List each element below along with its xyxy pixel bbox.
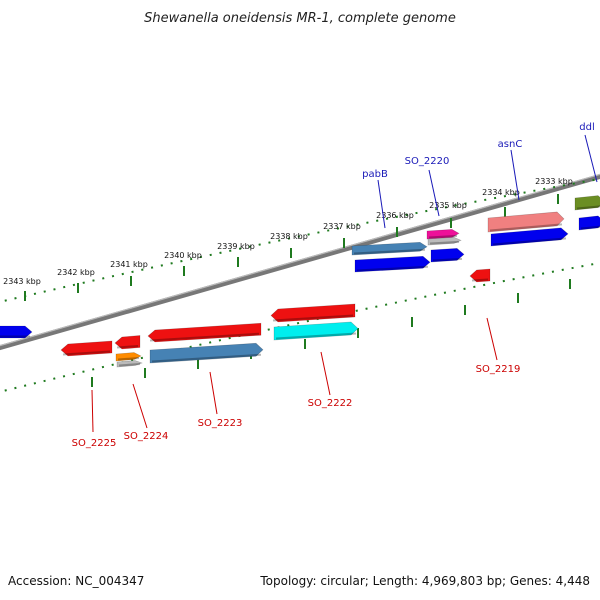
gene-pabb-lower-shade: [356, 265, 429, 272]
gene-ddl-lower-shade: [580, 225, 600, 230]
gene-so2224-orange: [115, 352, 142, 362]
gene-label-asnc: asnC: [498, 139, 523, 150]
gene-so2220-lower-shade: [432, 257, 463, 262]
tick-label: 2335 kbp: [429, 201, 467, 210]
tick-label: 2334 kbp: [482, 188, 520, 197]
gene-ddl-shade: [576, 205, 600, 210]
gene-so2222: [270, 303, 356, 323]
tick-label: 2337 kbp: [323, 222, 361, 231]
kbp-ticks: [24, 194, 559, 301]
tick-label: 2342 kbp: [57, 268, 95, 277]
gene-so2224-grey-shade: [118, 363, 141, 367]
tick-label: 2336 kbp: [376, 211, 414, 220]
gene-asnc-lower: [490, 227, 569, 247]
tick-label: 2339 kbp: [217, 242, 255, 251]
gene-label-pabb: pabB: [362, 169, 388, 180]
gene-so2220-grey: [427, 237, 462, 246]
gene-so2222-shade: [272, 314, 354, 322]
gene-so2225: [60, 340, 113, 357]
leader-line: [377, 179, 386, 229]
map-title: Shewanella oneidensis MR-1, complete gen…: [144, 11, 456, 26]
gene-ddl: [574, 195, 600, 211]
kbp-tick-labels: 2343 kbp 2342 kbp 2341 kbp 2340 kbp 2339 kbp…: [3, 177, 573, 286]
gene-ddl-lower: [578, 215, 600, 231]
gene-so2224-grey: [116, 360, 143, 368]
tick-label: 2343 kbp: [3, 277, 41, 286]
tick-label: 2341 kbp: [110, 260, 148, 269]
gene-features: [0, 195, 600, 368]
gene-so2222-lower: [273, 321, 359, 341]
gene-label-so-2220: SO_2220: [405, 156, 450, 167]
leader-line: [132, 383, 148, 429]
gene-asnc-lower-shade: [492, 237, 567, 246]
gene-so2222-lower-shade: [275, 332, 357, 340]
gene-label-ddl: ddl: [579, 122, 594, 133]
bottom-ticks: [91, 279, 571, 387]
gene-asnc: [487, 211, 565, 233]
gene-so2220-shade: [428, 234, 458, 239]
gene-so2224-orange-shade: [117, 357, 140, 361]
gene-label-so-2222: SO_2222: [308, 398, 353, 409]
gene-labels: pabB SO_2220 asnC ddl SO_2225 SO_2224 SO_2223 S…: [72, 122, 595, 449]
gene-pabb-shade: [353, 248, 426, 255]
accession-text: Accession: NC_004347: [8, 574, 145, 588]
gene-so2223-lower-shade: [151, 353, 262, 363]
leader-line: [320, 351, 331, 396]
tick-label: 2340 kbp: [164, 251, 202, 260]
gene-so2219-shade: [471, 278, 489, 282]
leader-line: [209, 371, 218, 415]
tick-label: 2338 kbp: [270, 232, 308, 241]
gene-label-so-2219: SO_2219: [476, 364, 521, 375]
label-leaders: [91, 134, 598, 433]
gene-so2219: [469, 268, 491, 283]
genome-summary-text: Topology: circular; Length: 4,969,803 bp…: [260, 574, 590, 588]
gene-so2223-shade: [149, 332, 260, 342]
gene-left-blue: [0, 325, 33, 339]
leader-line: [91, 389, 94, 433]
gene-so2225-shade: [62, 350, 111, 356]
gene-so2220-lower: [430, 248, 465, 263]
gene-so2220-grey-shade: [429, 240, 460, 245]
leader-line: [584, 134, 598, 183]
gene-label-so-2225: SO_2225: [72, 438, 117, 449]
gene-label-so-2223: SO_2223: [198, 418, 243, 429]
leader-line: [428, 169, 440, 217]
gene-pabb-lower: [354, 255, 431, 273]
leader-line: [510, 149, 520, 201]
genome-backbone: [0, 173, 600, 351]
gene-label-so-2224: SO_2224: [124, 431, 169, 442]
gene-so2223-lower: [149, 342, 264, 364]
tick-label: 2333 kbp: [535, 177, 573, 186]
gene-pabb: [351, 241, 428, 256]
gene-so2223: [147, 322, 262, 343]
gene-asnc-shade: [489, 223, 563, 232]
gene-so2224-shade: [116, 345, 139, 349]
gene-so2224: [114, 335, 141, 350]
leader-line: [486, 317, 498, 361]
gene-so2220: [426, 229, 460, 240]
